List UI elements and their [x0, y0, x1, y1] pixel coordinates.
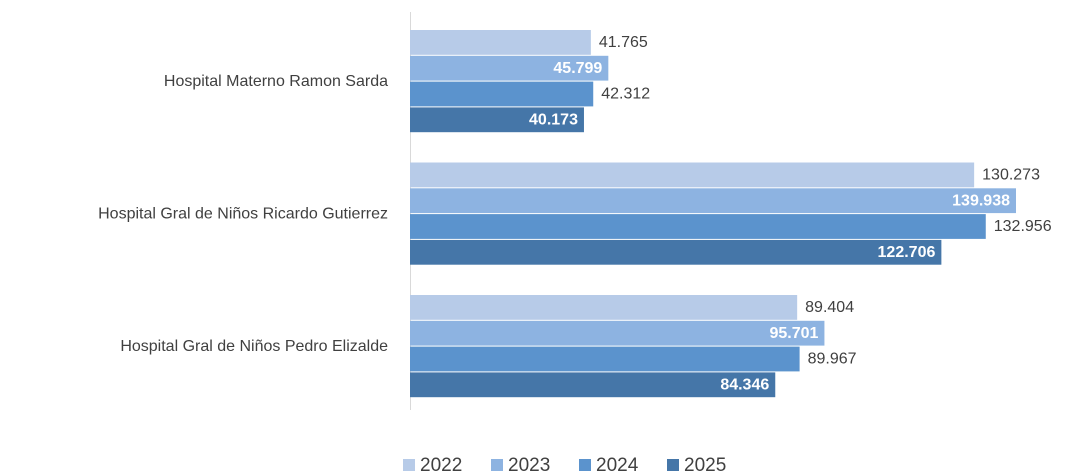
value-label: 42.312	[601, 86, 650, 103]
bar	[410, 107, 584, 133]
bar	[410, 295, 798, 320]
category-label: Hospital Materno Ramon Sarda	[164, 73, 388, 90]
bar	[410, 214, 986, 239]
value-label: 132.956	[994, 218, 1052, 235]
legend-label: 2024	[596, 455, 639, 473]
legend: 2022 2023 2024 2025	[403, 455, 726, 473]
bar	[410, 30, 591, 55]
legend-label: 2023	[508, 455, 550, 473]
category-label: Hospital Gral de Niños Ricardo Gutierrez	[98, 205, 388, 222]
bar	[410, 162, 975, 188]
legend-label: 2022	[420, 455, 462, 473]
bar	[410, 320, 825, 346]
category-label: Hospital Gral de Niños Pedro Elizalde	[120, 338, 388, 355]
bar	[410, 346, 800, 372]
legend-swatch	[579, 459, 591, 471]
value-label: 84.346	[720, 377, 769, 394]
legend-swatch	[491, 459, 503, 471]
value-label: 40.173	[529, 112, 578, 129]
value-label: 89.404	[805, 299, 854, 316]
bar	[410, 372, 776, 398]
value-label: 45.799	[553, 60, 602, 77]
bar	[410, 239, 942, 265]
value-label: 130.273	[982, 167, 1040, 184]
bar	[410, 55, 609, 81]
legend-swatch	[667, 459, 679, 471]
value-label: 122.706	[878, 244, 936, 261]
value-label: 95.701	[769, 325, 818, 342]
value-label: 139.938	[952, 192, 1010, 209]
bar	[410, 188, 1016, 214]
value-label: 41.765	[599, 34, 648, 51]
value-label: 89.967	[808, 351, 857, 368]
bar	[410, 81, 594, 107]
legend-label: 2025	[684, 455, 726, 473]
legend-swatch	[403, 459, 415, 471]
